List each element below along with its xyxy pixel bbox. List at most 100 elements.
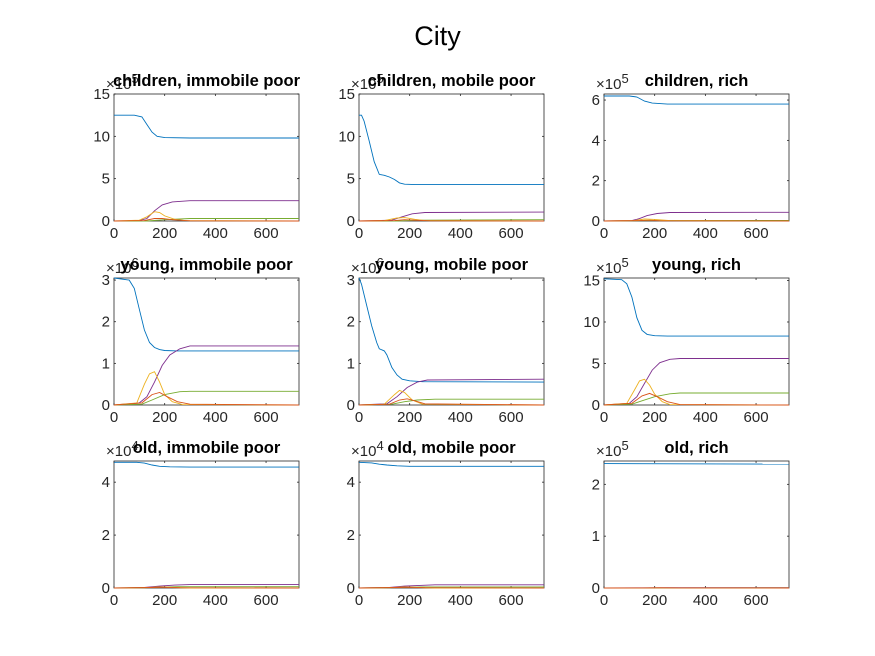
subplot-title: children, rich: [645, 72, 749, 90]
series-line-1: [603, 463, 790, 465]
x-tick-label: 400: [448, 409, 473, 426]
y-exponent-label: ×105: [596, 71, 629, 93]
y-exponent-label: ×106: [351, 255, 384, 277]
y-tick-label: 0: [102, 397, 110, 414]
x-tick-label: 600: [499, 225, 524, 242]
x-tick-label: 600: [744, 409, 769, 426]
x-tick-label: 0: [355, 409, 363, 426]
x-tick-label: 200: [642, 225, 667, 242]
y-exponent-label: ×105: [596, 255, 629, 277]
x-tick-label: 400: [448, 225, 473, 242]
x-tick-label: 400: [693, 225, 718, 242]
subplot-3: 0 200 400 600 0 2 4 6×105 children, rich: [592, 71, 790, 242]
x-tick-label: 600: [744, 225, 769, 242]
axes-box: [603, 277, 790, 406]
y-tick-label: 0: [347, 213, 355, 230]
x-tick-label: 200: [397, 225, 422, 242]
x-tick-label: 0: [600, 592, 608, 609]
subplot-title: old, immobile poor: [133, 439, 281, 457]
axes-box: [113, 93, 300, 222]
subplot-6: 0 200 400 600 0 5 10 15×105 young, rich: [583, 255, 790, 426]
subplot-title: children, mobile poor: [368, 72, 536, 90]
x-tick-label: 0: [110, 225, 118, 242]
y-tick-label: 0: [102, 580, 110, 597]
y-tick-label: 1: [592, 528, 600, 545]
x-tick-label: 200: [642, 592, 667, 609]
series-line-1: [113, 277, 299, 352]
y-tick-label: 6: [592, 92, 600, 109]
series-line-5: [358, 398, 545, 406]
series-line-5: [603, 219, 790, 222]
series-line-1: [114, 461, 299, 468]
axes-box: [358, 277, 545, 406]
x-tick-label: 600: [254, 409, 279, 426]
series-line-4: [113, 371, 300, 406]
y-tick-label: 5: [592, 355, 600, 372]
axes-box: [358, 93, 545, 222]
series-line-2: [113, 345, 299, 406]
x-tick-label: 200: [152, 225, 177, 242]
y-tick-label: 1: [347, 355, 355, 372]
x-tick-label: 200: [397, 409, 422, 426]
axes-box: [603, 460, 790, 589]
series-line-1: [359, 114, 544, 186]
y-tick-label: 2: [347, 314, 355, 331]
y-tick-label: 0: [102, 213, 110, 230]
y-exponent-label: ×104: [351, 438, 384, 460]
y-tick-label: 2: [102, 527, 110, 544]
subplot-title: old, mobile poor: [387, 439, 516, 457]
series-line-5: [113, 586, 300, 589]
x-tick-label: 400: [693, 409, 718, 426]
y-tick-label: 5: [102, 171, 110, 188]
x-tick-label: 200: [152, 592, 177, 609]
x-tick-label: 400: [203, 225, 228, 242]
y-tick-label: 0: [347, 397, 355, 414]
series-line-1: [603, 278, 789, 337]
subplot-title: children, immobile poor: [113, 72, 301, 90]
subplot-title: young, immobile poor: [120, 256, 293, 274]
y-tick-label: 3: [102, 272, 110, 289]
x-tick-label: 0: [110, 592, 118, 609]
figure-title: City: [414, 21, 461, 51]
y-tick-label: 10: [93, 128, 110, 145]
x-tick-label: 600: [499, 409, 524, 426]
x-tick-label: 0: [110, 409, 118, 426]
y-tick-label: 2: [592, 173, 600, 190]
x-tick-label: 400: [448, 592, 473, 609]
x-tick-label: 600: [254, 592, 279, 609]
subplot-title: young, mobile poor: [375, 256, 529, 274]
y-exponent-label: ×104: [106, 438, 139, 460]
series-line-3: [603, 392, 789, 406]
subplot-title: young, rich: [652, 256, 741, 274]
y-tick-label: 5: [347, 171, 355, 188]
series-line-5: [113, 218, 300, 222]
series-line-5: [603, 392, 790, 406]
x-tick-label: 200: [642, 409, 667, 426]
y-tick-label: 0: [592, 397, 600, 414]
axes-box: [113, 460, 300, 589]
y-tick-label: 4: [592, 132, 600, 149]
x-tick-label: 400: [693, 592, 718, 609]
y-tick-label: 15: [583, 272, 600, 289]
series-line-2: [603, 358, 789, 406]
subplot-9: 0 200 400 600 0 1 2 ×105 old, rich: [592, 438, 790, 609]
series-line-1: [114, 114, 299, 139]
series-line-4: [358, 389, 545, 406]
y-tick-label: 4: [347, 474, 355, 491]
y-tick-label: 15: [93, 86, 110, 103]
series-line-1: [358, 461, 544, 467]
x-tick-label: 200: [397, 592, 422, 609]
x-tick-label: 600: [499, 592, 524, 609]
y-tick-label: 2: [592, 476, 600, 493]
y-exponent-label: ×105: [596, 438, 629, 460]
x-tick-label: 0: [355, 225, 363, 242]
x-tick-label: 600: [254, 225, 279, 242]
x-tick-label: 400: [203, 592, 228, 609]
axes-box: [603, 93, 790, 222]
y-tick-label: 4: [102, 474, 110, 491]
y-exponent-label: ×106: [106, 255, 139, 277]
